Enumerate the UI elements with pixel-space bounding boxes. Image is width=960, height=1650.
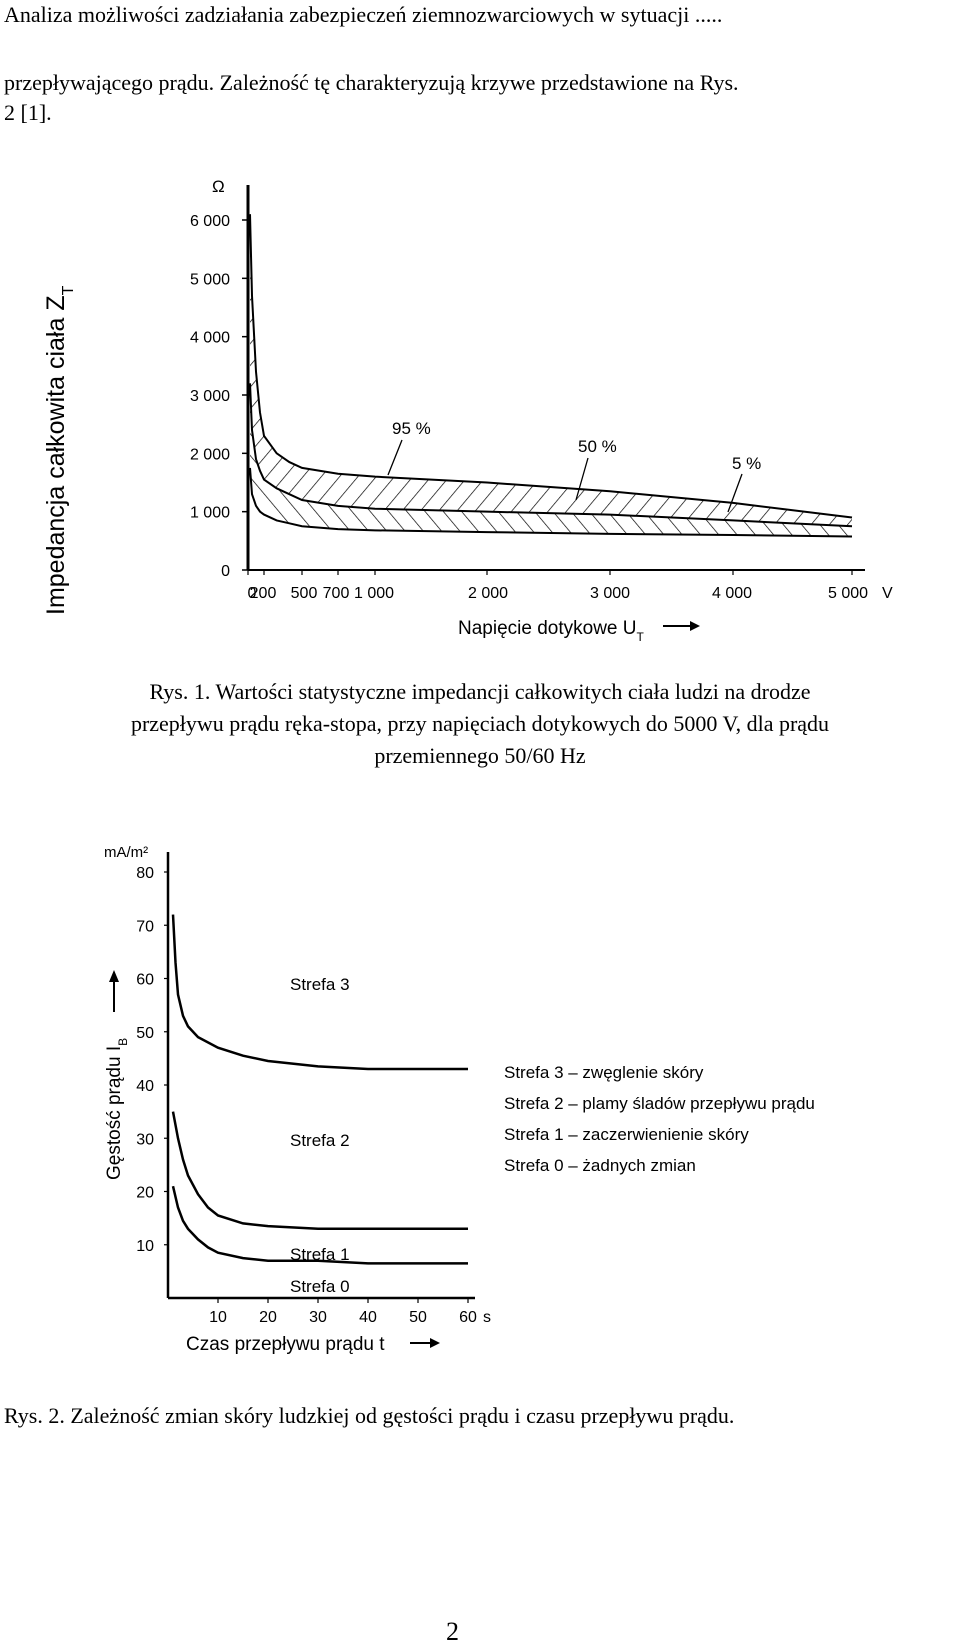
boundary-curve	[171, 1185, 468, 1265]
y-unit-label: mA/m²	[104, 844, 148, 861]
page-number: 2	[446, 1617, 459, 1646]
y-tick-label: 1 000	[190, 505, 230, 522]
y-axis-arrow-head	[109, 970, 119, 982]
legend-entry: Strefa 3 – zwęglenie skóry	[504, 1063, 704, 1082]
label-95-percent: 95 %	[392, 419, 431, 438]
figure-2-chart: 10 20 30 40 50 60 70 80 10 20 30 40 50 60 s mA/m² Gęsto…	[104, 844, 815, 1355]
x-unit-label: s	[483, 1309, 491, 1326]
legend-entry: Strefa 1 – zaczerwienienie skóry	[504, 1125, 749, 1144]
x-unit-label: V	[882, 585, 893, 602]
y-tick-label: 70	[136, 918, 154, 935]
y-tick-label: 60	[136, 972, 154, 989]
zone-label: Strefa 2	[290, 1131, 350, 1150]
x-tick-label: 500	[291, 585, 318, 602]
x-tick-label: 50	[409, 1309, 427, 1326]
y-unit-label: Ω	[212, 177, 225, 196]
x-tick-label: 40	[359, 1309, 377, 1326]
x-axis-arrow-head	[430, 1338, 440, 1348]
y-tick-label: 3 000	[190, 388, 230, 405]
boundary-curve	[171, 914, 468, 1071]
y-tick-label: 2 000	[190, 446, 230, 463]
figure-2: 10 20 30 40 50 60 70 80 10 20 30 40 50 60 s mA/m² Gęsto…	[80, 830, 940, 1370]
x-tick-label: 2 000	[468, 585, 508, 602]
y-tick-label: 40	[136, 1078, 154, 1095]
x-tick-label: 200	[250, 585, 277, 602]
x-tick-label: 20	[259, 1309, 277, 1326]
y-tick-label: 6 000	[190, 213, 230, 230]
band-5-50	[250, 383, 852, 537]
legend-entry: Strefa 0 – żadnych zmian	[504, 1156, 696, 1175]
leader-line	[387, 439, 403, 476]
x-axis-arrow-head	[690, 621, 700, 631]
x-axis-title: Napięcie dotykowe UT	[458, 618, 644, 644]
boundary-curve	[171, 1111, 468, 1231]
figure-1-caption-1: Rys. 1. Wartości statystyczne impedancji…	[149, 679, 811, 704]
y-axis-title: Impedancja całkowita ciała ZT	[42, 285, 77, 615]
x-axis-title: Czas przepływu prądu t	[186, 1334, 385, 1355]
x-tick-label: 60	[459, 1309, 477, 1326]
y-tick-label: 20	[136, 1185, 154, 1202]
intro-line-1: przepływającego prądu. Zależność tę char…	[4, 70, 739, 95]
x-tick-label: 4 000	[712, 585, 752, 602]
leader-line	[575, 457, 589, 501]
label-5-percent: 5 %	[732, 454, 761, 473]
y-tick-label: 10	[136, 1238, 154, 1255]
band-50-95	[250, 214, 852, 527]
x-tick-label: 10	[209, 1309, 227, 1326]
y-tick-label: 30	[136, 1131, 154, 1148]
zone-label: Strefa 1	[290, 1245, 350, 1264]
label-50-percent: 50 %	[578, 437, 617, 456]
figure-1-caption-3: przemiennego 50/60 Hz	[374, 743, 586, 768]
y-tick-label: 80	[136, 865, 154, 882]
x-tick-label: 5 000	[828, 585, 868, 602]
y-tick-label: 50	[136, 1025, 154, 1042]
curve-5-percent	[249, 467, 853, 538]
x-tick-label: 0	[248, 585, 257, 602]
x-tick-label: 1 000	[354, 585, 394, 602]
y-tick-label: 0	[221, 563, 230, 580]
curve-50-percent	[249, 383, 853, 528]
page-header: Analiza możliwości zadziałania zabezpiec…	[4, 2, 723, 27]
intro-line-2: 2 [1].	[4, 100, 52, 125]
y-axis-title: Gęstość prądu IB	[104, 1038, 130, 1180]
y-tick-label: 4 000	[190, 330, 230, 347]
legend-entry: Strefa 2 – plamy śladów przepływu prądu	[504, 1094, 815, 1113]
x-tick-label: 3 000	[590, 585, 630, 602]
figure-1-caption-2: przepływu prądu ręka-stopa, przy napięci…	[130, 711, 830, 736]
leader-line	[727, 473, 743, 513]
y-tick-label: 5 000	[190, 271, 230, 288]
figure-2-caption: Rys. 2. Zależność zmian skóry ludzkiej o…	[4, 1403, 735, 1428]
zone-label: Strefa 0	[290, 1277, 350, 1296]
curve-95-percent	[249, 214, 853, 519]
x-tick-label: 700	[323, 585, 350, 602]
zone-label: Strefa 3	[290, 975, 350, 994]
x-tick-label: 30	[309, 1309, 327, 1326]
